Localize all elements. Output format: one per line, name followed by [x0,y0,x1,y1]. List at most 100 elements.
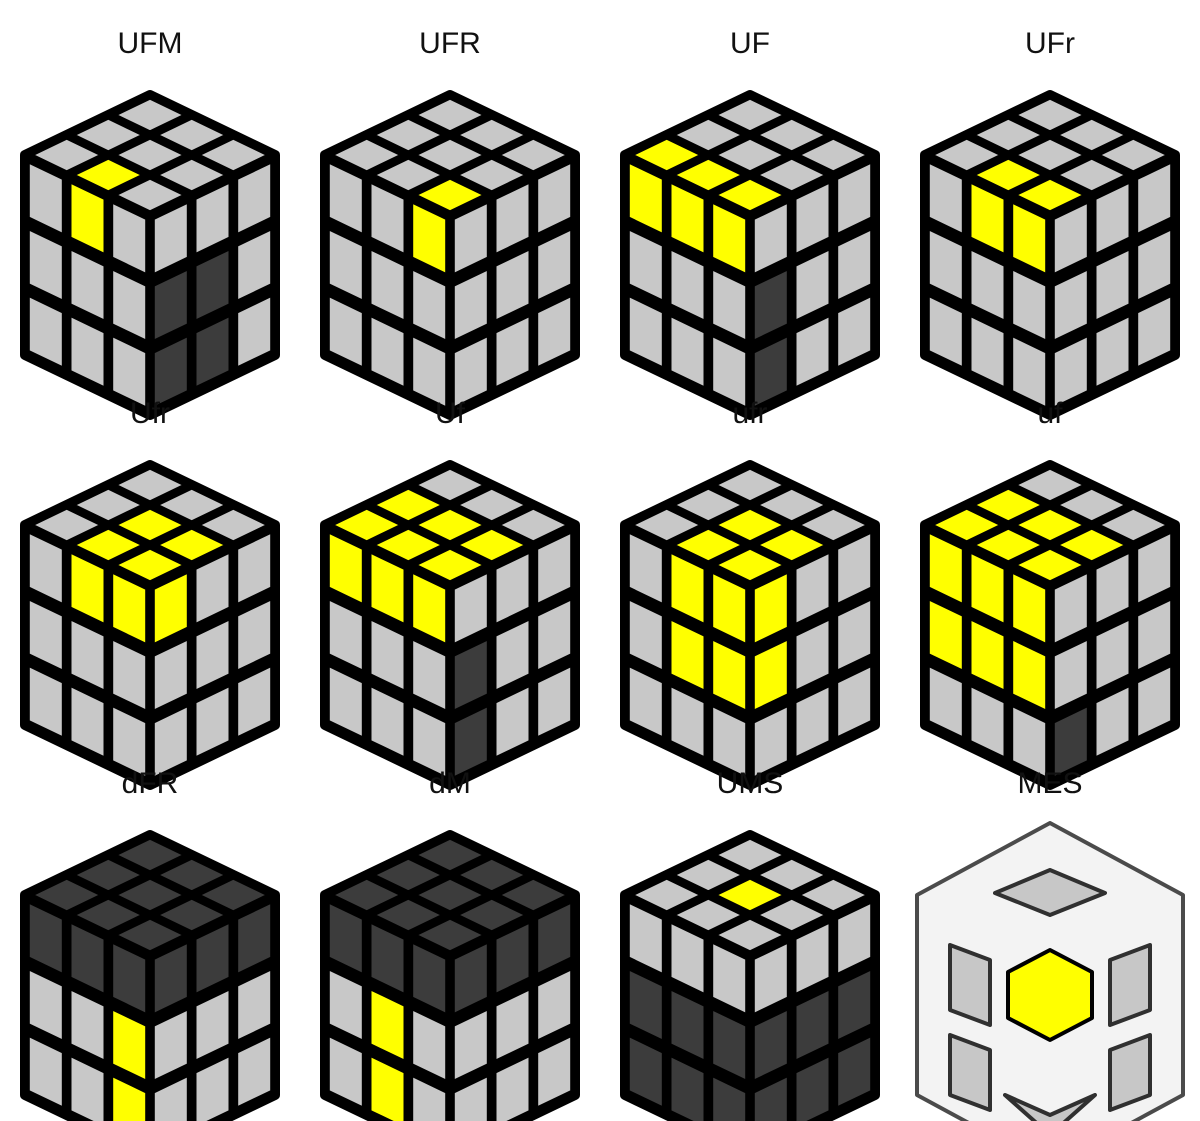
right-sticker [835,530,874,607]
front-sticker [710,1073,749,1121]
top-sticker [455,526,529,564]
top-sticker [113,136,187,174]
front-sticker [26,293,65,370]
top-sticker [796,506,870,544]
rubiks-cube-icon [620,90,880,420]
top-sticker [630,876,704,914]
front-sticker [968,180,1007,257]
front-sticker [368,180,407,257]
top-sticker [930,136,1004,174]
top-sticker [196,136,270,174]
right-sticker [793,550,832,627]
front-sticker [110,570,149,647]
right-sticker [793,180,832,257]
front-sticker [326,967,365,1043]
right-sticker [493,180,532,257]
right-sticker [535,900,574,977]
right-sticker [535,160,574,237]
cube-label: MES [1017,767,1083,800]
front-sticker [626,597,665,673]
front-sticker [1010,637,1049,713]
right-sticker [1093,617,1132,693]
front-sticker [410,703,449,780]
top-sticker [330,136,404,174]
top-sticker [630,506,704,544]
front-sticker [668,683,707,760]
right-sticker [235,597,274,673]
right-sticker [1051,333,1090,410]
top-sticker [113,876,187,914]
top-sticker [30,876,104,914]
right-sticker [151,1073,190,1121]
top-sticker [496,136,570,174]
right-sticker [451,637,490,713]
top-sticker [796,876,870,914]
top-sticker [371,486,445,524]
front-sticker [110,200,149,277]
front-sticker [368,313,407,390]
cube-cell-ufr: ufr [600,370,900,790]
rubiks-cube-icon [920,460,1180,790]
front-sticker [626,900,665,977]
top-sticker [455,856,529,894]
front-sticker [710,1007,749,1083]
front-sticker [68,180,107,257]
front-sticker [26,1033,65,1110]
front-sticker [326,1033,365,1110]
top-sticker [30,136,104,174]
front-sticker [326,227,365,303]
right-sticker [1093,247,1132,323]
top-sticker [330,876,404,914]
right-sticker [235,900,274,977]
front-sticker [68,550,107,627]
front-sticker [368,1053,407,1121]
top-sticker [713,466,787,504]
front-sticker [710,333,749,410]
top-sticker [196,876,270,914]
right-sticker [751,200,790,277]
top-sticker [455,896,529,934]
front-sticker [368,683,407,760]
right-sticker [193,247,232,323]
right-sticker [235,663,274,740]
cube-label: UFM [117,27,183,60]
right-sticker [751,1073,790,1121]
top-sticker [713,836,787,874]
top-sticker [671,856,745,894]
rubiks-cube-icon [620,830,880,1121]
top-sticker [71,116,145,154]
front-sticker [410,267,449,343]
front-sticker [668,617,707,693]
front-sticker [1010,570,1049,647]
top-sticker [971,116,1045,154]
front-sticker [410,940,449,1017]
cube-label: UFR [419,27,481,60]
right-sticker [151,200,190,277]
right-sticker [751,637,790,713]
front-sticker [1010,200,1049,277]
front-sticker [110,333,149,410]
front-sticker [26,597,65,673]
cube-cell-MES: MES [900,740,1200,1121]
front-sticker [926,227,965,303]
right-sticker [751,703,790,780]
rubiks-cube-icon [20,90,280,420]
top-sticker [1013,96,1087,134]
right-sticker [793,920,832,997]
front-sticker [368,920,407,997]
right-sticker [493,920,532,997]
front-sticker [68,617,107,693]
front-sticker [68,1053,107,1121]
right-sticker [451,940,490,1017]
top-sticker [113,96,187,134]
right-sticker [793,987,832,1063]
cube-cell-UFM: UFM [0,0,300,420]
front-sticker [710,267,749,343]
top-sticker [413,876,487,914]
top-sticker [413,506,487,544]
right-sticker [835,967,874,1043]
right-sticker [835,227,874,303]
top-sticker [113,916,187,954]
top-sticker [755,116,829,154]
right-sticker [451,1007,490,1083]
